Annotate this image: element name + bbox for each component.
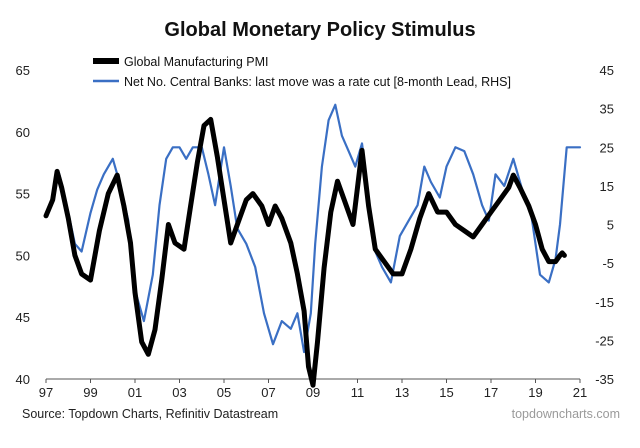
x-tick-label: 11 [351, 385, 365, 400]
x-tick-label: 17 [484, 385, 498, 400]
watermark: topdowncharts.com [512, 407, 620, 421]
x-tick-label: 01 [128, 385, 142, 400]
x-tick-label: 15 [439, 385, 453, 400]
y-right-tick-label: 25 [600, 140, 614, 155]
x-tick-label: 19 [528, 385, 542, 400]
y-right-tick-label: -35 [595, 372, 614, 387]
y-left-tick-label: 60 [16, 125, 30, 140]
y-right-tick-label: 15 [600, 179, 614, 194]
series-line-pmi [43, 116, 567, 388]
y-right-tick-label: -15 [595, 295, 614, 310]
y-right-tick-label: 35 [600, 102, 614, 117]
series-line-central-banks [58, 103, 582, 354]
x-tick-label: 97 [39, 385, 53, 400]
legend-label-central-banks: Net No. Central Banks: last move was a r… [124, 75, 511, 89]
x-tick-label: 03 [172, 385, 186, 400]
y-left-tick-label: 45 [16, 310, 30, 325]
y-left-tick-label: 55 [16, 187, 30, 202]
y-left-tick-label: 50 [16, 248, 30, 263]
y-left-tick-label: 65 [16, 63, 30, 78]
y-right-tick-label: 5 [607, 218, 614, 233]
x-tick-label: 13 [395, 385, 409, 400]
x-tick-label: 05 [217, 385, 231, 400]
y-right-tick-label: -25 [595, 333, 614, 348]
source-note: Source: Topdown Charts, Refinitiv Datast… [22, 407, 278, 421]
legend-label-pmi: Global Manufacturing PMI [124, 55, 269, 69]
axes: 97 99 01 03 05 07 09 11 13 15 17 19 21 40 45 50 55 60 65 -3… [16, 63, 614, 400]
x-tick-label: 21 [573, 385, 587, 400]
y-left-tick-label: 40 [16, 372, 30, 387]
x-tick-label: 99 [83, 385, 97, 400]
x-tick-label: 09 [306, 385, 320, 400]
x-tick-label: 07 [261, 385, 275, 400]
series-layer [43, 103, 582, 388]
y-right-tick-label: 45 [600, 63, 614, 78]
chart-title: Global Monetary Policy Stimulus [164, 19, 475, 41]
legend: Global Manufacturing PMI Net No. Central… [93, 55, 511, 89]
y-right-tick-label: -5 [602, 256, 614, 271]
